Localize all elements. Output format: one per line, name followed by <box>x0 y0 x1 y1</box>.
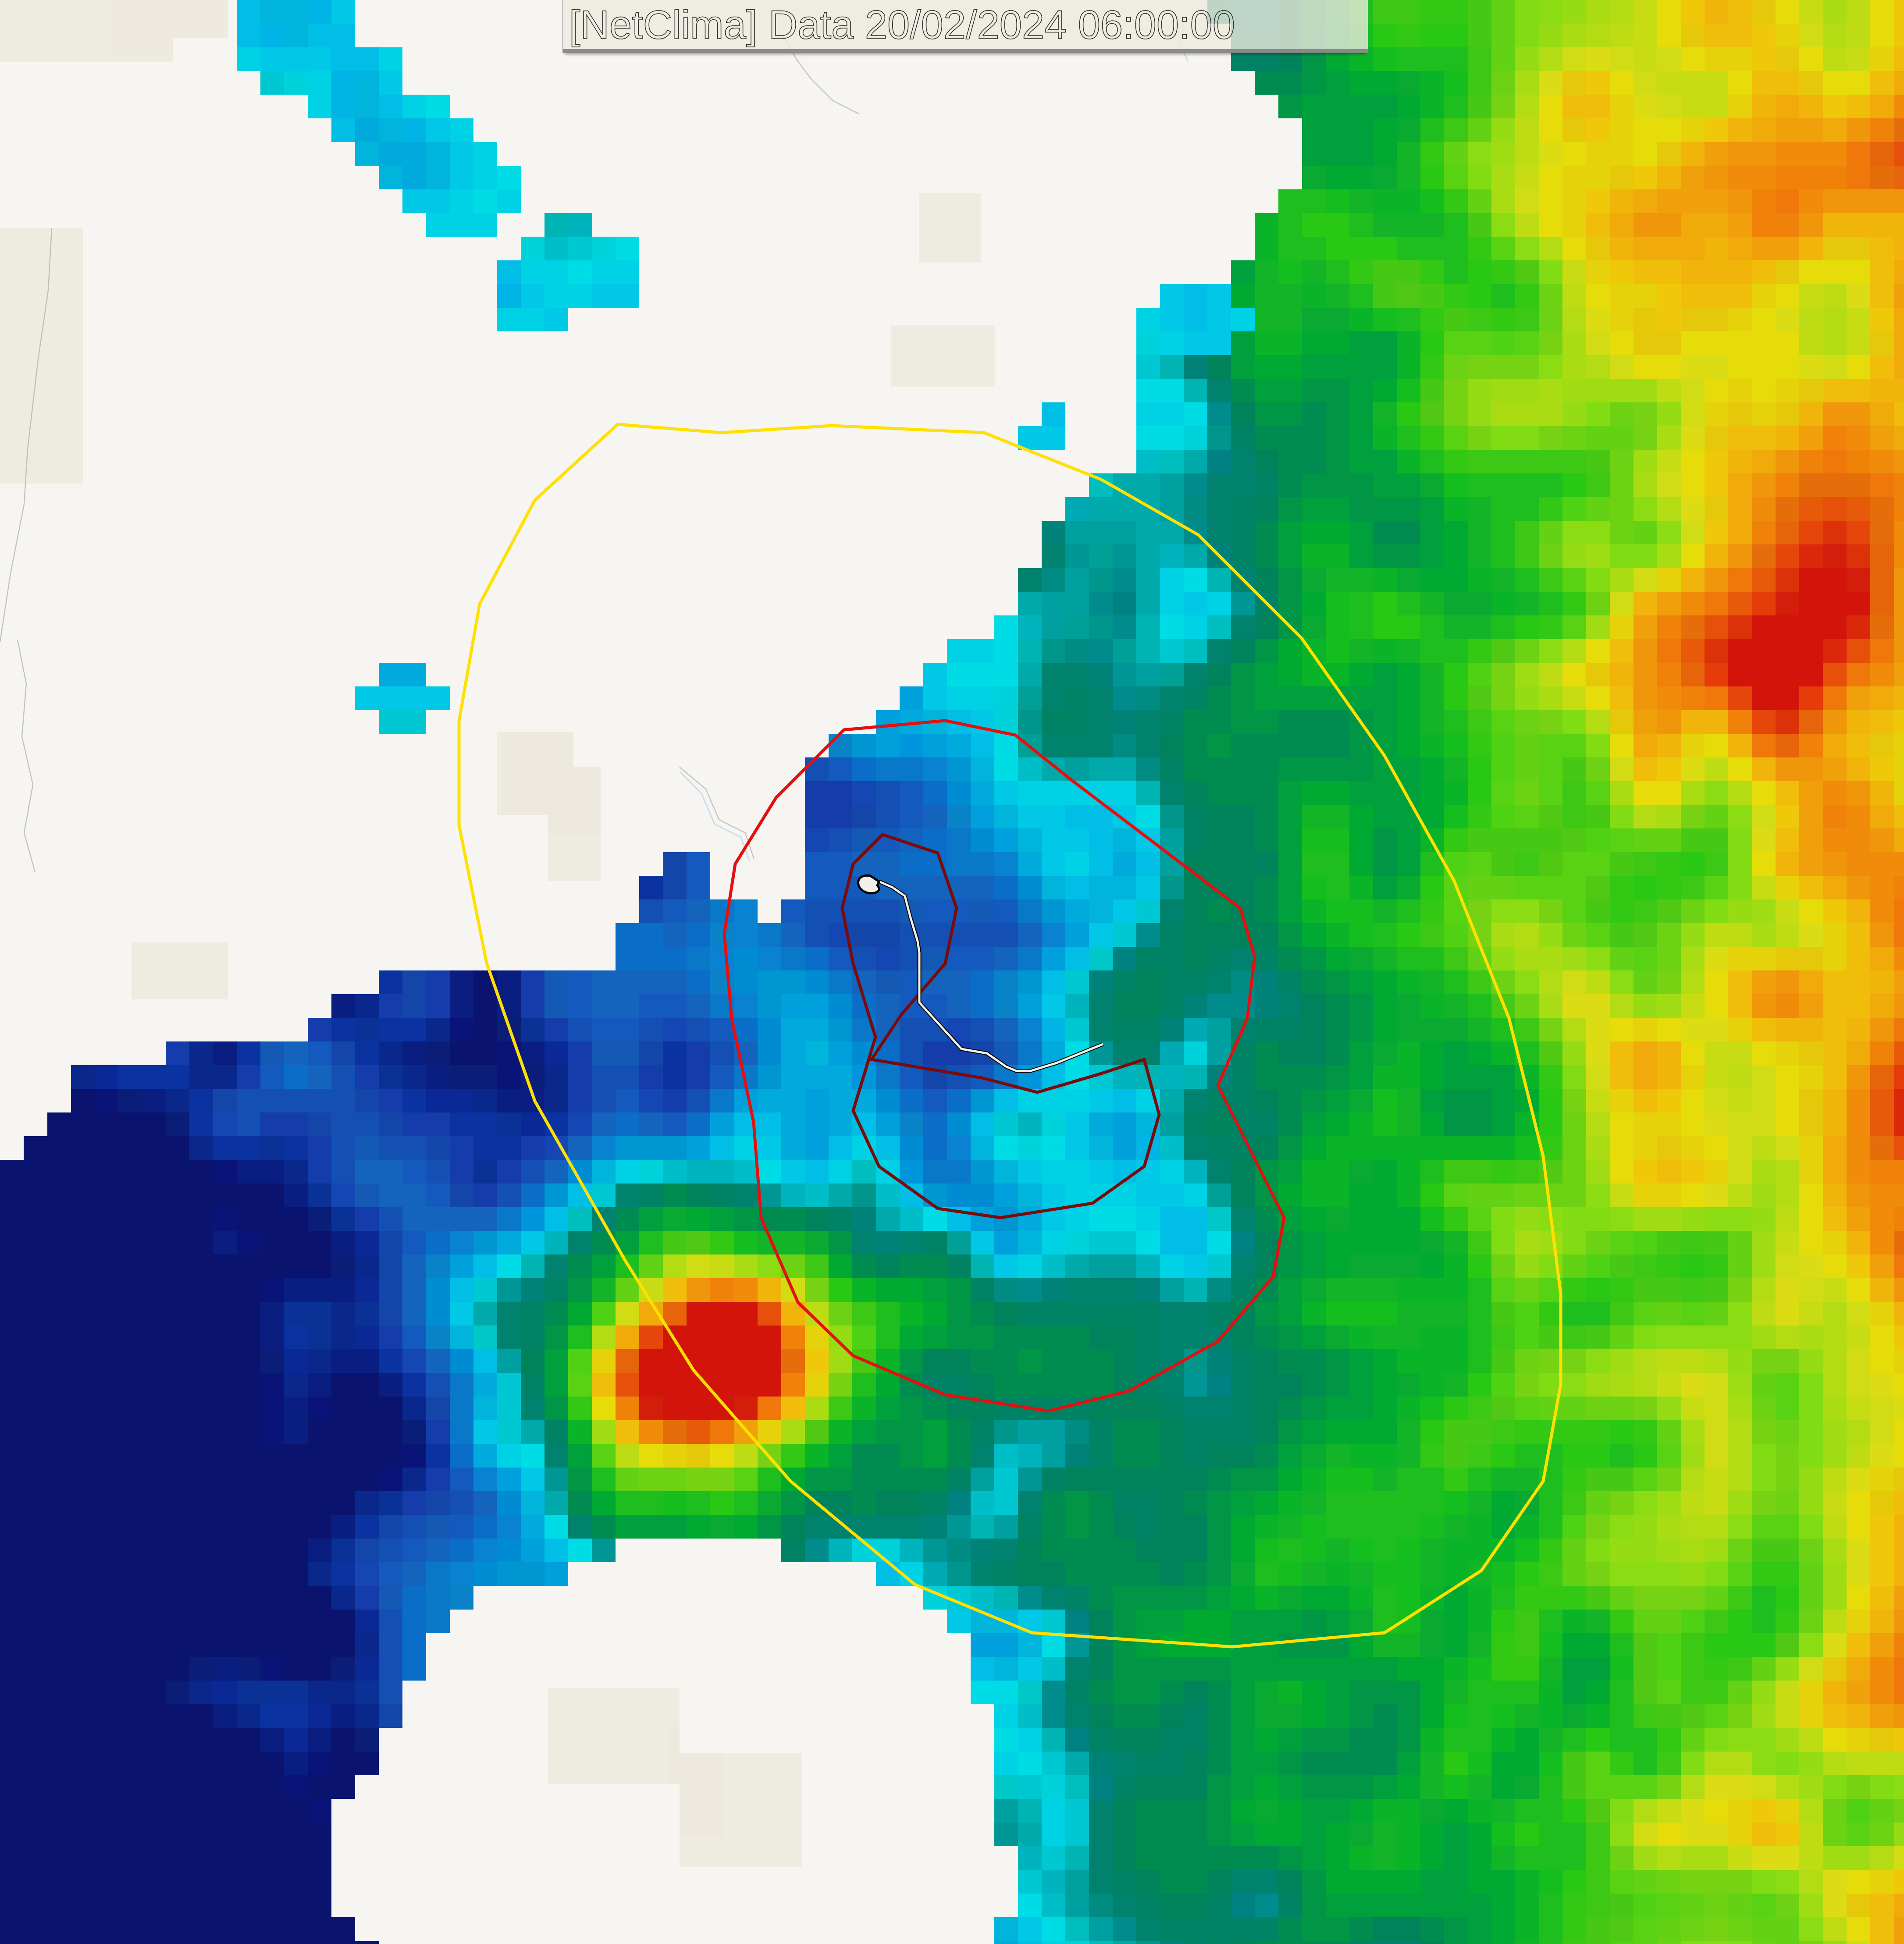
svg-text:[NetClima] Data 20/02/2024 06:: [NetClima] Data 20/02/2024 06:00:00 <box>569 3 1235 47</box>
